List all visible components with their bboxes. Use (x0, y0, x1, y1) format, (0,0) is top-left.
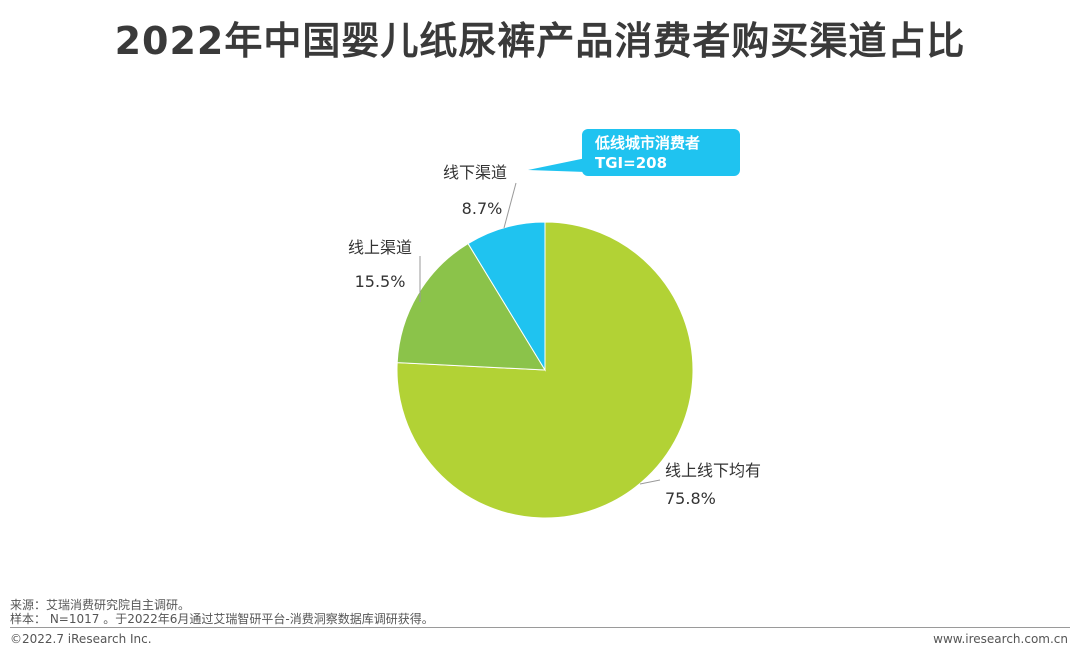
pie-slice-2 (396, 242, 546, 371)
slice-percent-label: 75.8% (665, 489, 716, 508)
website: www.iresearch.com.cn (933, 632, 1068, 646)
footer-divider (10, 627, 1070, 628)
slice-name-label: 线上线下均有 (665, 461, 761, 480)
callout-line-1: 低线城市消费者 (595, 134, 701, 152)
slice-percent-label: 8.7% (462, 199, 503, 218)
pie-chart: 线上线下均有 75.8% 线上渠道 15.5% 线下渠道 8.7% (348, 158, 761, 519)
slice-name-label: 线下渠道 (443, 163, 507, 182)
slice-percent-label: 15.5% (355, 272, 406, 291)
callout-line-2: TGI=208 (595, 154, 668, 172)
tgi-callout: 低线城市消费者 TGI=208 (582, 129, 740, 176)
source-note: 来源：艾瑞消费研究院自主调研。 (10, 598, 191, 612)
leader-lines (419, 182, 661, 485)
slice-name-label: 线上渠道 (348, 238, 412, 257)
page-title: 2022年中国婴儿纸尿裤产品消费者购买渠道占比 (114, 19, 966, 63)
leader-line-1 (639, 479, 661, 485)
callout-pointer (528, 158, 586, 172)
slice-labels: 线上线下均有 75.8% 线上渠道 15.5% 线下渠道 8.7% (348, 158, 761, 508)
pie-slices (396, 221, 694, 519)
copyright: ©2022.7 iResearch Inc. (10, 632, 152, 646)
leader-line-3 (503, 182, 517, 229)
sample-note: 样本： N=1017 。于2022年6月通过艾瑞智研平台-消费洞察数据库调研获得… (10, 612, 434, 626)
pie-slice-3 (467, 221, 546, 372)
